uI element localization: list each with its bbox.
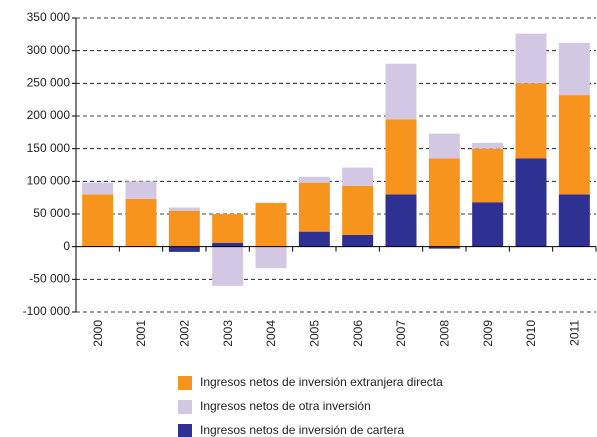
y-tick-label: 0 [63,239,70,253]
y-tick-label: 200 000 [27,108,71,122]
bar [212,246,244,286]
x-tick-label: 2007 [394,320,408,347]
bar [82,194,114,247]
y-tick-label: 300 000 [27,43,71,57]
bar [168,210,200,247]
bar [558,95,590,195]
bar [515,83,547,159]
x-tick-label: 2004 [264,320,278,347]
bar [298,176,330,183]
bar [472,142,504,149]
bar [472,148,504,203]
bar [255,202,287,247]
bar [428,158,460,247]
x-tick-label: 2006 [351,320,365,347]
legend-swatch [178,424,192,437]
bar [168,207,200,211]
bar [82,182,114,195]
legend-label: Ingresos netos de inversión de cartera [200,423,404,437]
bar [515,158,547,247]
bar [298,182,330,232]
x-tick-label: 2001 [134,320,148,347]
bar [342,234,374,247]
y-tick-label: 350 000 [27,10,71,24]
x-tick-label: 2009 [481,320,495,347]
y-tick-label: -100 000 [23,304,71,318]
x-tick-label: 2010 [524,320,538,347]
bar [125,181,157,199]
x-tick-label: 2000 [91,320,105,347]
y-tick-label: 50 000 [33,206,70,220]
legend-swatch [178,376,192,390]
y-tick-label: 100 000 [27,174,71,188]
bar [385,194,417,247]
x-tick-label: 2002 [178,320,192,347]
legend-label: Ingresos netos de inversión extranjera d… [200,375,443,389]
bar [385,119,417,195]
legend-label: Ingresos netos de otra inversión [200,399,371,413]
y-tick-label: 150 000 [27,141,71,155]
y-tick-label: 250 000 [27,76,71,90]
bar [558,42,590,96]
bar [255,246,287,269]
x-tick-label: 2005 [308,320,322,347]
bar [342,185,374,235]
bar [212,214,244,243]
bar [125,198,157,247]
bar [515,33,547,84]
bar [342,167,374,186]
x-tick-label: 2008 [438,320,452,347]
bar [212,242,244,247]
bar [558,194,590,247]
x-tick-label: 2011 [568,320,582,346]
bar [385,63,417,120]
bar [472,202,504,247]
bar [168,246,200,252]
bar [428,246,460,249]
y-tick-label: -50 000 [29,272,70,286]
legend-swatch [178,400,192,414]
bar [298,231,330,247]
x-tick-label: 2003 [221,320,235,347]
bar [428,133,460,159]
